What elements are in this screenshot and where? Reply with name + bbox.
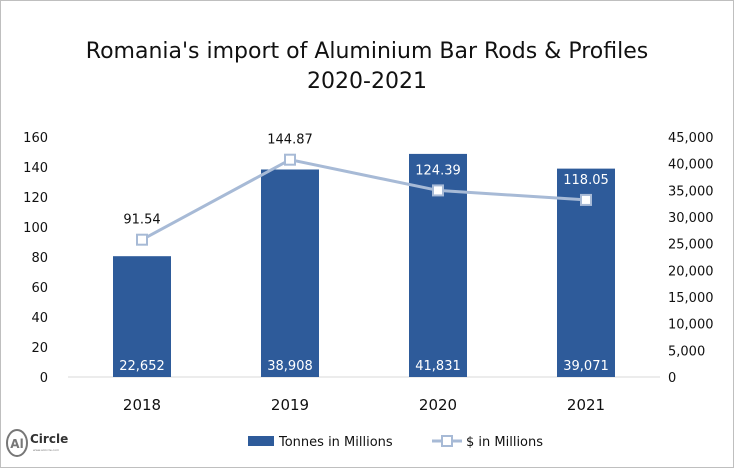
legend-line-label: $ in Millions: [466, 435, 543, 450]
chart-subtitle: 2020-2021: [307, 69, 427, 94]
bar-2019: [261, 169, 319, 377]
x-axis-tick-label: 2021: [567, 396, 605, 414]
line-data-label: 124.39: [415, 163, 461, 178]
line-point-2021: [580, 193, 592, 206]
right-axis-tick-label: 20,000: [668, 264, 714, 279]
left-axis-tick-label: 160: [23, 131, 48, 146]
left-axis-tick-label: 100: [23, 221, 48, 236]
line-data-label: 144.87: [267, 133, 313, 148]
left-axis-tick-label: 120: [23, 191, 48, 206]
x-axis-tick-label: 2020: [419, 396, 457, 414]
left-axis-tick-label: 0: [40, 371, 48, 386]
right-axis-tick-label: 30,000: [668, 211, 714, 226]
legend-bar-swatch: [248, 436, 274, 446]
bar-data-label: 39,071: [563, 359, 609, 374]
alcircle-logo: Al Circle www.alcircle.com: [6, 429, 68, 457]
left-axis-tick-label: 60: [31, 281, 48, 296]
left-axis-tick-label: 80: [31, 251, 48, 266]
left-axis-tick-label: 40: [31, 311, 48, 326]
right-axis-tick-label: 10,000: [668, 318, 714, 333]
right-axis-tick-label: 40,000: [668, 158, 714, 173]
x-axis-tick-label: 2018: [123, 396, 161, 414]
left-axis-tick-label: 140: [23, 161, 48, 176]
line-point-2018: [136, 233, 148, 246]
bar-2018: [113, 256, 171, 377]
legend-bar-label: Tonnes in Millions: [278, 435, 393, 450]
line-data-label: 91.54: [123, 213, 160, 228]
bar-data-label: 22,652: [119, 359, 165, 374]
chart-title: Romania's import of Aluminium Bar Rods &…: [86, 39, 648, 64]
right-axis-tick-label: 15,000: [668, 291, 714, 306]
bar-data-label: 38,908: [267, 359, 313, 374]
right-axis-tick-label: 25,000: [668, 238, 714, 253]
line-point-2020: [432, 184, 444, 197]
right-axis-tick-label: 5,000: [668, 344, 705, 359]
right-axis-tick-label: 35,000: [668, 184, 714, 199]
line-series: [141, 158, 587, 242]
right-axis-tick-label: 0: [668, 371, 676, 386]
x-axis-tick-label: 2019: [271, 396, 309, 414]
svg-text:www.alcircle.com: www.alcircle.com: [33, 448, 59, 452]
line-data-label: 118.05: [563, 173, 609, 188]
left-axis-tick-label: 20: [31, 341, 48, 356]
bar-data-label: 41,831: [415, 359, 461, 374]
legend-line-marker: [441, 435, 453, 447]
line-point-2019: [284, 153, 296, 166]
right-axis-tick-label: 45,000: [668, 131, 714, 146]
legend: Tonnes in Millions $ in Millions: [248, 435, 543, 450]
svg-text:Al: Al: [10, 437, 23, 451]
svg-text:Circle: Circle: [30, 432, 68, 446]
